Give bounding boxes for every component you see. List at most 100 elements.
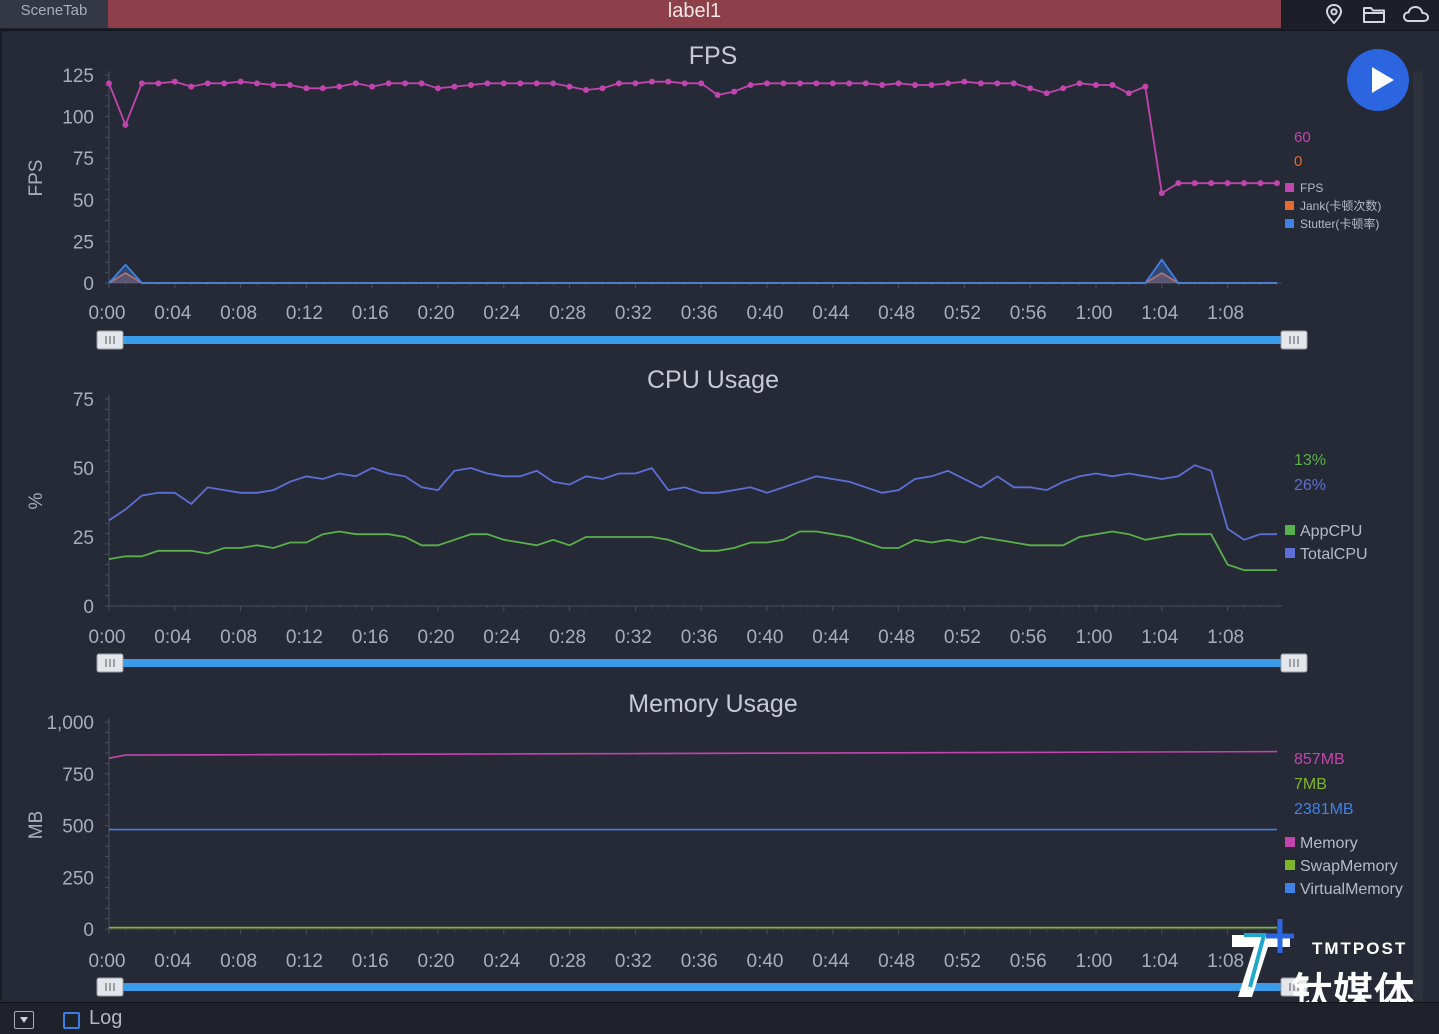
fps-stutter-legend-swatch [1285,219,1294,228]
fps-fps-point [138,80,145,87]
memory-usage-current-value: 7MB [1294,776,1327,793]
memory-usage-x-tick-label: 0:04 [154,951,191,972]
fps-x-tick-label: 0:28 [549,303,586,324]
play-button[interactable] [1347,49,1409,111]
cpu-usage-y-axis-label: % [26,492,47,509]
fps-fps-point [484,80,491,87]
fps-fps-point [122,121,129,128]
folder-icon[interactable] [1361,2,1387,26]
top-bar: SceneTab label1 [0,0,1439,31]
fps-fps-point [1224,180,1231,187]
fps-x-tick-label: 0:52 [944,303,981,324]
memory-usage-current-value: 2381MB [1294,801,1354,818]
fps-fps-point [467,81,474,88]
cpu-usage-current-value: 13% [1294,452,1326,469]
memory-usage-memory-legend-label: Memory [1300,835,1358,852]
fps-fps-point [402,80,409,87]
cpu-usage-x-tick-label: 0:00 [89,627,126,648]
log-label: Log [89,1007,123,1029]
fps-stutter-area [109,259,1277,283]
cpu-usage-x-tick-label: 0:04 [154,627,191,648]
memory-usage-memory-legend-swatch [1285,837,1295,847]
fps-fps-point [237,78,244,85]
fps-fps-point [944,80,951,87]
fps-fps-point [813,80,820,87]
fps-fps-point [500,80,507,87]
cpu-usage-y-tick-label: 75 [73,390,94,411]
memory-usage-y-tick-label: 0 [83,920,94,941]
memory-usage-y-tick-label: 500 [62,817,94,838]
fps-fps-point [632,80,639,87]
fps-y-axis-label: FPS [26,160,47,197]
cloud-icon[interactable] [1401,2,1429,26]
cpu-usage-totalcpu-legend-label: TotalCPU [1300,546,1368,563]
fps-x-tick-label: 0:16 [352,303,389,324]
log-checkbox[interactable] [63,1012,80,1029]
cpu-usage-totalcpu-legend-swatch [1285,548,1295,558]
fps-fps-point [994,80,1001,87]
fps-x-tick-label: 0:12 [286,303,323,324]
fps-fps-point [648,78,655,85]
fps-fps-point [171,78,178,85]
fps-x-tick-label: 0:00 [89,303,126,324]
cpu-usage-x-tick-label: 0:56 [1010,627,1047,648]
memory-usage-x-tick-label: 1:08 [1207,951,1244,972]
cpu-usage-x-tick-label: 0:32 [615,627,652,648]
fps-fps-point [319,85,326,92]
fps-y-tick-label: 100 [62,108,94,129]
fps-fps-point [517,80,524,87]
watermark: TMTPOST 钛媒体 [1222,905,1422,1015]
fps-fps-point [583,86,590,93]
memory-usage-x-tick-label: 0:24 [483,951,520,972]
fps-fps-point [1273,180,1280,187]
cpu-usage-x-tick-label: 0:12 [286,627,323,648]
cpu-usage-x-tick-label: 0:08 [220,627,257,648]
label1-tab[interactable]: label1 [108,0,1281,28]
fps-fps-point [780,80,787,87]
fps-x-tick-label: 0:08 [220,303,257,324]
fps-x-tick-label: 0:04 [154,303,191,324]
fps-fps-point [254,80,261,87]
memory-usage-chart-title: Memory Usage [628,690,798,718]
location-icon[interactable] [1321,2,1347,26]
fps-fps-point [747,81,754,88]
fps-y-tick-label: 0 [83,274,94,295]
fps-fps-point [188,83,195,90]
memory-usage-memory-line [108,750,1278,759]
fps-current-value: 0 [1294,153,1302,170]
fps-y-tick-label: 125 [62,66,94,87]
watermark-logo [1232,919,1294,997]
scene-tab[interactable]: SceneTab [0,0,108,28]
cpu-usage-appcpu-line [108,530,1277,571]
vertical-scrollbar[interactable] [1413,71,1423,1001]
memory-usage-swapmemory-legend-swatch [1285,860,1295,870]
fps-fps-legend-label: FPS [1300,181,1323,195]
cpu-usage-x-tick-label: 1:08 [1207,627,1244,648]
fps-fps-point [451,83,458,90]
fps-fps-point [1027,85,1034,92]
fps-x-tick-label: 0:32 [615,303,652,324]
fps-fps-point [1125,90,1132,97]
fps-fps-point [764,80,770,87]
fps-x-tick-label: 0:36 [681,303,718,324]
fps-fps-point [550,80,557,87]
fps-fps-point [204,80,211,87]
fps-stutter-legend-label: Stutter(卡顿率) [1300,216,1379,231]
memory-usage-current-value: 857MB [1294,751,1345,768]
cpu-usage-x-tick-label: 0:16 [352,627,389,648]
fps-x-tick-label: 0:20 [418,303,455,324]
cpu-usage-appcpu-legend-label: AppCPU [1300,523,1362,540]
fps-chart-title: FPS [689,42,738,70]
fps-fps-point [1208,180,1215,187]
fps-fps-point [698,80,705,87]
memory-usage-x-tick-label: 1:00 [1076,951,1113,972]
fps-y-tick-label: 50 [73,191,94,212]
collapse-dropdown-icon[interactable] [14,1011,34,1029]
fps-x-tick-label: 1:08 [1207,303,1244,324]
fps-fps-point [862,80,869,87]
fps-fps-point [731,88,738,95]
fps-fps-point [566,83,573,90]
cpu-usage-x-tick-label: 0:52 [944,627,981,648]
fps-stutter-line [108,258,1277,284]
fps-fps-point [533,80,540,87]
